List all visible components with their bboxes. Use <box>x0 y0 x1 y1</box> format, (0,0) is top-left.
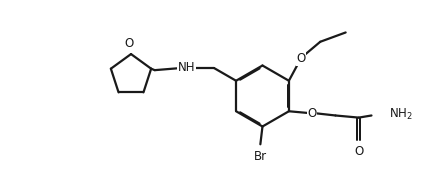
Text: NH: NH <box>178 61 195 74</box>
Text: O: O <box>125 37 134 50</box>
Text: O: O <box>354 145 363 158</box>
Text: Br: Br <box>254 150 267 163</box>
Text: NH$_2$: NH$_2$ <box>389 107 413 122</box>
Text: O: O <box>296 52 305 65</box>
Text: O: O <box>307 107 317 120</box>
